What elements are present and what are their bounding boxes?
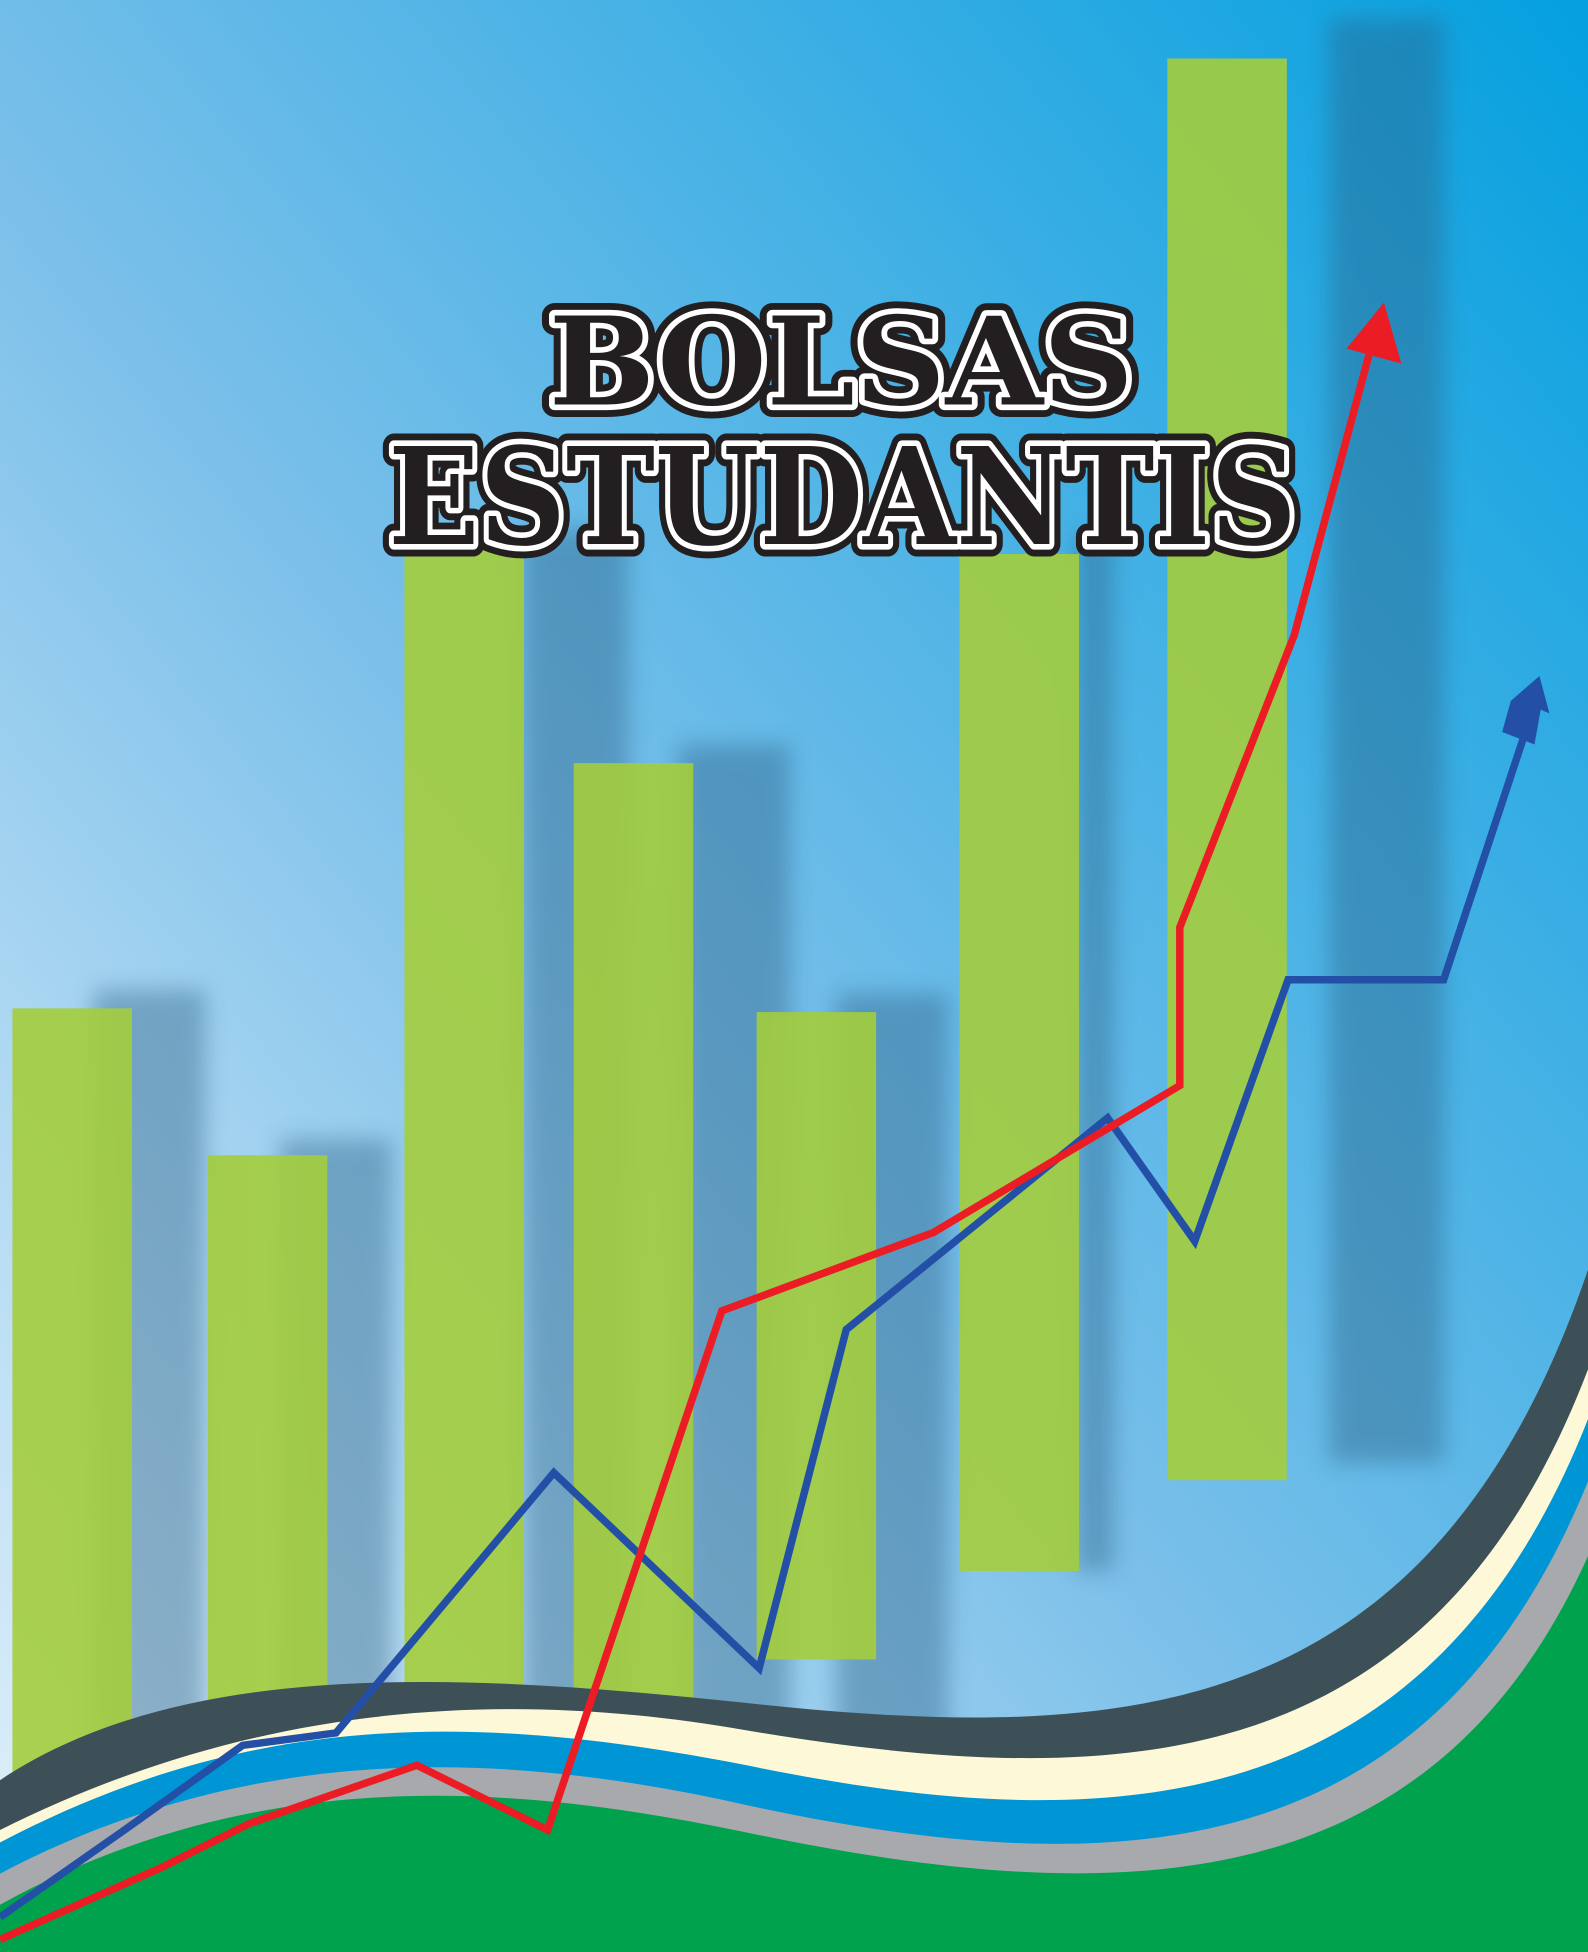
title-line: BOLSAS [549, 290, 1134, 434]
page: {"title": {"line1": "BOLSAS", "line2": "… [0, 0, 1588, 1952]
poster: BOLSAS BOLSAS ESTUDANTIS ESTUDANTIS [0, 0, 1588, 1952]
title-line: ESTUDANTIS [388, 418, 1296, 576]
